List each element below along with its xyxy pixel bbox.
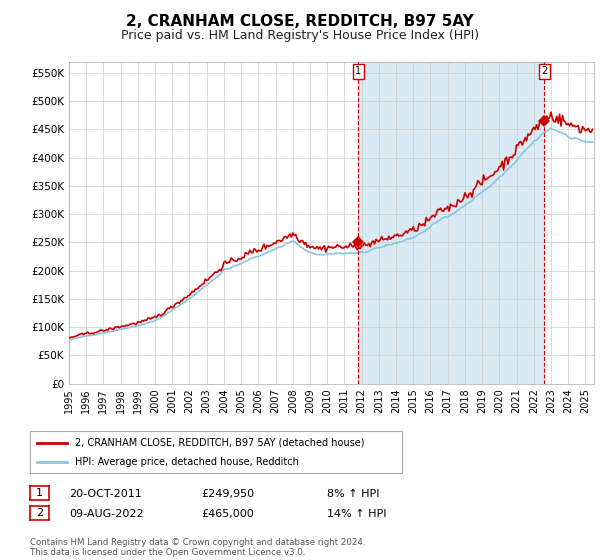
Text: 2: 2 xyxy=(541,67,547,76)
Text: 20-OCT-2011: 20-OCT-2011 xyxy=(69,489,142,499)
Text: 14% ↑ HPI: 14% ↑ HPI xyxy=(327,509,386,519)
Text: 1: 1 xyxy=(355,67,361,76)
Bar xyxy=(358,62,544,384)
Text: 09-AUG-2022: 09-AUG-2022 xyxy=(69,509,143,519)
Text: HPI: Average price, detached house, Redditch: HPI: Average price, detached house, Redd… xyxy=(74,457,299,467)
Text: 1: 1 xyxy=(36,488,43,498)
Text: £465,000: £465,000 xyxy=(201,509,254,519)
Text: 2: 2 xyxy=(36,508,43,518)
Text: 8% ↑ HPI: 8% ↑ HPI xyxy=(327,489,380,499)
Text: £249,950: £249,950 xyxy=(201,489,254,499)
Text: Price paid vs. HM Land Registry's House Price Index (HPI): Price paid vs. HM Land Registry's House … xyxy=(121,29,479,42)
Text: 2, CRANHAM CLOSE, REDDITCH, B97 5AY: 2, CRANHAM CLOSE, REDDITCH, B97 5AY xyxy=(126,14,474,29)
Text: 2, CRANHAM CLOSE, REDDITCH, B97 5AY (detached house): 2, CRANHAM CLOSE, REDDITCH, B97 5AY (det… xyxy=(74,437,364,447)
Text: Contains HM Land Registry data © Crown copyright and database right 2024.
This d: Contains HM Land Registry data © Crown c… xyxy=(30,538,365,557)
